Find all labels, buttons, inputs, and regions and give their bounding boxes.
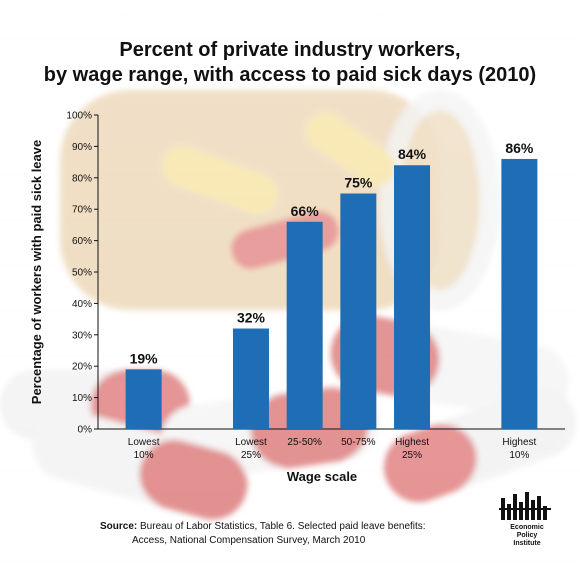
data-label: 66%: [291, 203, 320, 219]
x-tick-label: Lowest: [235, 437, 267, 448]
source-text-line2: Access, National Compensation Survey, Ma…: [132, 535, 366, 546]
x-tick-label: 25%: [402, 450, 422, 461]
y-tick-label: 70%: [72, 205, 92, 216]
bar: [125, 369, 162, 429]
epi-logo-icon: [499, 492, 551, 520]
bar: [340, 193, 377, 429]
logo-line3: Institute: [513, 540, 541, 547]
bar: [286, 221, 323, 429]
y-tick-label: 30%: [72, 330, 92, 341]
x-tick-label: Highest: [502, 437, 536, 448]
y-tick-label: 80%: [72, 173, 92, 184]
logo-line1: Economic: [510, 524, 544, 531]
chart-title-line1: Percent of private industry workers,: [119, 39, 461, 61]
x-axis-label: Wage scale: [287, 469, 357, 484]
logo-line2: Policy: [516, 532, 538, 539]
bar: [394, 165, 431, 430]
data-label: 75%: [344, 175, 373, 191]
y-tick-label: 40%: [72, 299, 92, 310]
epi-logo: Economic Policy Institute: [497, 488, 557, 558]
x-tick-label: 10%: [134, 450, 154, 461]
source-text-line1: Bureau of Labor Statistics, Table 6. Sel…: [137, 521, 426, 532]
data-label: 19%: [130, 350, 159, 366]
bar: [232, 328, 269, 429]
y-tick-label: 60%: [72, 236, 92, 247]
chart-title-line2: by wage range, with access to paid sick …: [43, 64, 537, 86]
x-tick-label: Highest: [395, 437, 429, 448]
x-tick-label: Lowest: [128, 437, 160, 448]
data-label: 32%: [237, 310, 266, 326]
y-axis-label: Percentage of workers with paid sick lea…: [29, 140, 44, 404]
y-tick-label: 90%: [72, 142, 92, 153]
y-tick-label: 0%: [78, 425, 93, 436]
source-note: Source: Bureau of Labor Statistics, Tabl…: [100, 520, 426, 548]
data-label: 86%: [505, 140, 534, 156]
x-tick-label: 25-50%: [287, 437, 322, 448]
source-label: Source:: [100, 521, 138, 532]
x-tick-label: 10%: [509, 450, 529, 461]
bar: [501, 158, 538, 429]
data-label: 84%: [398, 146, 427, 162]
x-tick-label: 50-75%: [341, 437, 376, 448]
x-tick-label: 25%: [241, 450, 261, 461]
y-tick-label: 20%: [72, 362, 92, 373]
y-tick-label: 100%: [66, 111, 92, 122]
y-tick-label: 10%: [72, 393, 92, 404]
y-tick-label: 50%: [72, 268, 92, 279]
